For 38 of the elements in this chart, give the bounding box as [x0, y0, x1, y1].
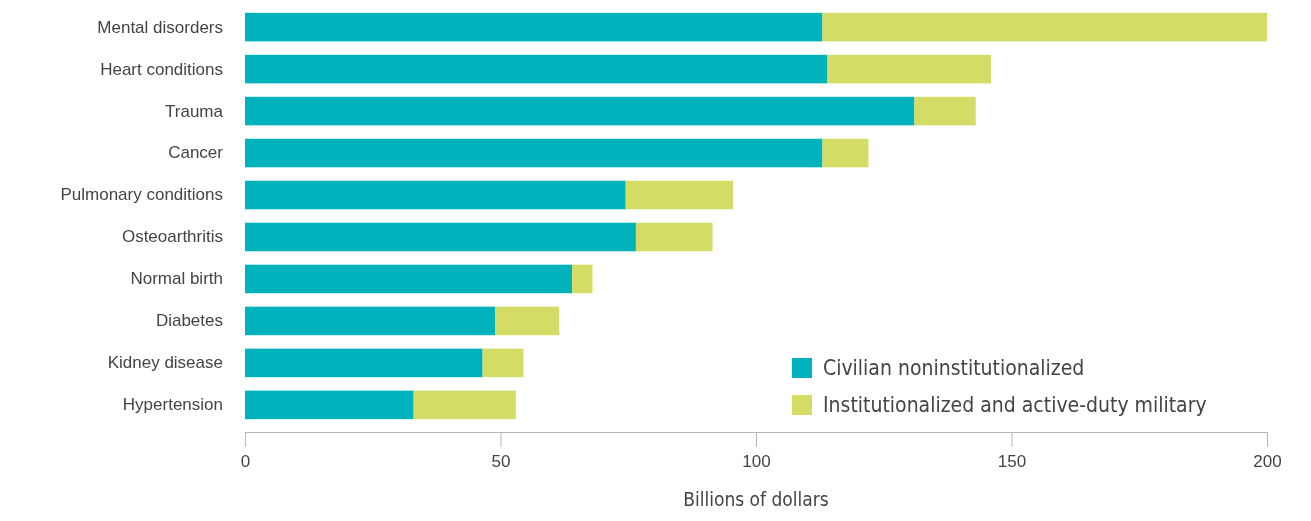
y-tick-label: Osteoarthritis [121, 227, 223, 247]
y-tick-label: Cancer [168, 143, 224, 163]
bar [245, 96, 915, 126]
y-tick-label: Kidney disease [107, 353, 223, 373]
bar [827, 54, 992, 84]
bar [245, 390, 414, 420]
x-tick-label: 150 [997, 452, 1027, 472]
bar [482, 348, 524, 378]
bar [245, 12, 823, 42]
x-axis-title: Billions of dollars [683, 488, 829, 510]
bar [245, 264, 573, 294]
y-tick-label: Mental disorders [97, 17, 223, 37]
y-tick-label: Pulmonary conditions [60, 185, 223, 205]
bar [245, 138, 823, 168]
bar [635, 222, 713, 252]
y-tick-label: Normal birth [130, 269, 223, 289]
y-tick-label: Diabetes [155, 311, 223, 331]
bar [413, 390, 516, 420]
bar [245, 222, 636, 252]
bar [914, 96, 976, 126]
bar [822, 138, 869, 168]
legend-label: Institutionalized and active-duty military [823, 393, 1207, 417]
bar [245, 306, 496, 336]
bar [625, 180, 734, 210]
x-tick-label: 50 [491, 452, 511, 472]
bar [245, 54, 828, 84]
legend-label: Civilian noninstitutionalized [823, 356, 1085, 380]
x-tick-label: 200 [1253, 452, 1282, 472]
bar [495, 306, 560, 336]
x-tick-label: 100 [742, 452, 771, 472]
bar [245, 180, 626, 210]
bar [822, 12, 1267, 42]
y-tick-label: Trauma [165, 101, 224, 121]
x-tick-label: 0 [240, 452, 251, 472]
y-tick-label: Heart conditions [100, 59, 223, 79]
bar [245, 348, 483, 378]
bar [572, 264, 593, 294]
y-tick-label: Hypertension [122, 395, 223, 415]
